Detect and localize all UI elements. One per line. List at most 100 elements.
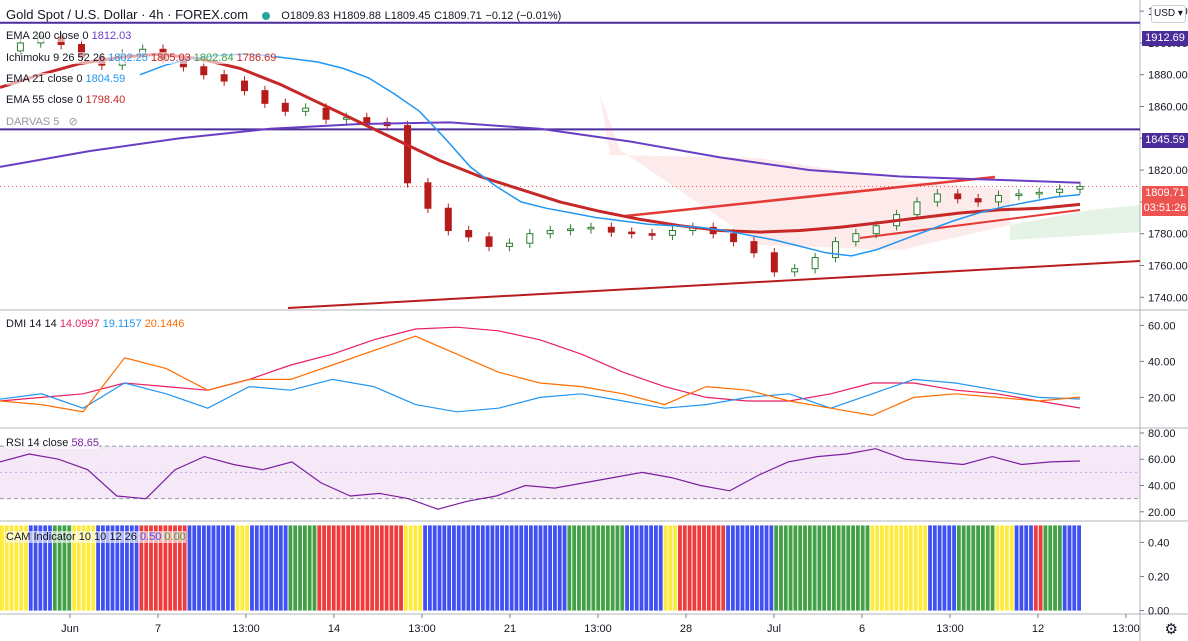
cam-bar [880, 525, 884, 611]
x-tick-label: 12 [1032, 623, 1044, 635]
y-tick-label: 1740.00 [1148, 292, 1188, 304]
cam-bar [432, 525, 437, 611]
candle-body [1076, 185, 1084, 190]
cam-bar [456, 525, 461, 611]
legend-dmi[interactable]: DMI 14 14 14.0997 19.1157 20.1446 [6, 318, 185, 330]
symbol-title[interactable]: Gold Spot / U.S. Dollar · 4h · FOREX.com [6, 7, 249, 22]
cam-bar [57, 525, 62, 611]
y-tick-label: 60.00 [1148, 454, 1176, 466]
cam-bar [755, 525, 759, 611]
cam-bar [740, 525, 745, 611]
cam-bar [355, 525, 360, 611]
cam-bar [471, 525, 476, 611]
y-tick-label: 20.00 [1148, 507, 1176, 519]
candle-body [302, 107, 310, 112]
cam-bar [408, 525, 413, 611]
cam-bar [182, 525, 187, 611]
cam-bar [678, 525, 682, 611]
legend-cam[interactable]: CAM Indicator 10 10 12 26 0.50 0.00 [6, 531, 186, 543]
cam-bar [298, 525, 302, 611]
cam-bar [125, 525, 129, 611]
candle-body [363, 117, 371, 123]
cam-bar [846, 525, 851, 611]
candle-body [200, 66, 208, 76]
cam-bar [24, 525, 28, 611]
currency-selector[interactable]: USD ▾ [1151, 5, 1186, 23]
cam-bar [149, 525, 153, 611]
cam-bar [442, 525, 447, 611]
cam-bar [519, 525, 524, 611]
cam-bar [706, 525, 711, 611]
legend-ema200[interactable]: EMA 200 close 0 1812.03 [6, 30, 132, 42]
cam-bar [437, 525, 442, 611]
cam-bar [81, 525, 86, 611]
cam-bar [942, 525, 947, 611]
hide-eye-icon[interactable]: ⊘ [68, 116, 78, 128]
cam-bar [697, 525, 702, 611]
y-tick-label: 1760.00 [1148, 260, 1188, 272]
candle-body [546, 230, 554, 235]
legend-ema55[interactable]: EMA 55 close 0 1798.40 [6, 94, 126, 106]
cam-bar [769, 525, 774, 611]
cam-bar [923, 525, 928, 611]
x-tick-label: 13:00 [1112, 623, 1140, 635]
dmi-minus-line [0, 378, 1081, 413]
upper-line-price-tag: 1912.69 [1142, 31, 1188, 46]
settings-gear-icon[interactable]: ⚙ [1164, 621, 1178, 638]
cam-bar [1005, 525, 1009, 611]
ema200-line [0, 121, 1081, 184]
y-tick-label: 1820.00 [1148, 165, 1188, 177]
cam-bar [860, 525, 865, 611]
candle-body [16, 42, 24, 52]
cam-bar [67, 525, 72, 611]
y-tick-label: 1780.00 [1148, 229, 1188, 241]
cam-bar [1048, 525, 1053, 611]
candle-body [261, 90, 269, 104]
cam-bar [278, 525, 283, 611]
cam-bar [577, 525, 581, 611]
candle-body [770, 252, 778, 273]
x-tick-label: 13:00 [936, 623, 964, 635]
cam-bar [894, 525, 899, 611]
cam-bar [1024, 525, 1029, 611]
cam-bar [1014, 525, 1019, 611]
cam-bar [952, 525, 956, 611]
cam-bar [548, 525, 553, 611]
candle-body [668, 230, 676, 236]
cam-bar [745, 525, 750, 611]
open-value: O1809.83 [281, 10, 330, 22]
cam-bar [581, 525, 586, 611]
cam-bar [110, 525, 115, 611]
candle-body [322, 107, 330, 120]
legend-ema21[interactable]: EMA 21 close 0 1804.59 [6, 73, 126, 85]
cam-bar [793, 525, 798, 611]
candle-body [220, 74, 228, 82]
legend-darvas[interactable]: DARVAS 5 ⊘ [6, 115, 78, 128]
candle-body [281, 102, 289, 112]
cam-bar [928, 525, 932, 611]
low-value: L1809.45 [384, 10, 431, 22]
cam-bar [639, 525, 644, 611]
cam-bar [533, 525, 538, 611]
cam-bar [913, 525, 918, 611]
cam-bar [38, 525, 43, 611]
cam-bar [197, 525, 201, 611]
y-tick-label: 0.00 [1148, 606, 1169, 618]
cam-bar [206, 525, 211, 611]
legend-ichimoku[interactable]: Ichimoku 9 26 52 26 1802.25 1805.03 1802… [6, 52, 277, 64]
cam-bar [822, 525, 827, 611]
candle-body [1035, 191, 1043, 195]
cam-bar [663, 525, 668, 611]
cam-bar [250, 525, 254, 611]
cam-bar [312, 525, 317, 611]
cam-bar [976, 525, 981, 611]
legend-rsi[interactable]: RSI 14 close 58.65 [6, 437, 99, 449]
y-tick-label: 0.40 [1148, 537, 1169, 549]
cam-bar [307, 525, 312, 611]
support-trendline [287, 260, 1141, 309]
cam-bar [177, 525, 182, 611]
cam-bar [538, 525, 543, 611]
cam-bar [889, 525, 894, 611]
candle-body [465, 230, 473, 238]
